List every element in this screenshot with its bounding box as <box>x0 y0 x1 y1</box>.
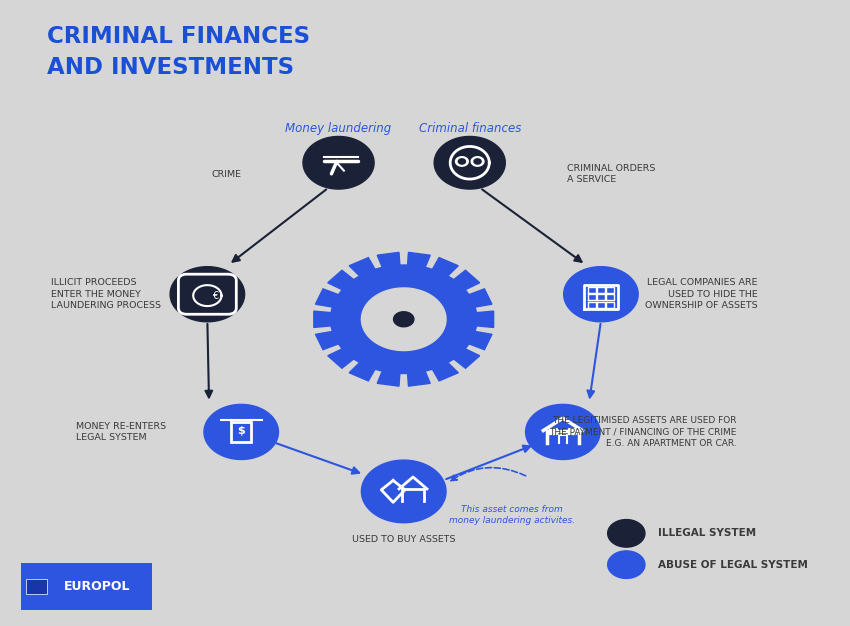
Polygon shape <box>170 267 245 322</box>
FancyBboxPatch shape <box>26 580 47 595</box>
Polygon shape <box>377 370 400 386</box>
Text: ABUSE OF LEGAL SYSTEM: ABUSE OF LEGAL SYSTEM <box>659 560 808 570</box>
Text: €: € <box>212 290 218 300</box>
Polygon shape <box>468 289 492 307</box>
Polygon shape <box>434 136 505 189</box>
Polygon shape <box>407 370 430 386</box>
Text: AND INVESTMENTS: AND INVESTMENTS <box>47 56 294 80</box>
Polygon shape <box>332 266 476 372</box>
Polygon shape <box>361 460 446 523</box>
Polygon shape <box>377 252 400 269</box>
Text: ILLICIT PROCEEDS
ENTER THE MONEY
LAUNDERING PROCESS: ILLICIT PROCEEDS ENTER THE MONEY LAUNDER… <box>51 279 161 310</box>
Polygon shape <box>468 331 492 350</box>
Text: CRIME: CRIME <box>211 170 241 178</box>
Polygon shape <box>456 156 468 166</box>
Polygon shape <box>453 270 479 290</box>
Polygon shape <box>328 270 354 290</box>
Polygon shape <box>458 159 466 164</box>
Polygon shape <box>314 311 332 327</box>
Text: ILLEGAL SYSTEM: ILLEGAL SYSTEM <box>659 528 756 538</box>
Polygon shape <box>195 286 220 305</box>
FancyBboxPatch shape <box>21 563 152 610</box>
Text: USED TO BUY ASSETS: USED TO BUY ASSETS <box>352 535 456 544</box>
Polygon shape <box>608 551 645 578</box>
Polygon shape <box>608 520 645 547</box>
Polygon shape <box>204 404 279 459</box>
Text: CRIMINAL FINANCES: CRIMINAL FINANCES <box>47 25 309 48</box>
Text: Money laundering: Money laundering <box>286 122 392 135</box>
Polygon shape <box>303 136 374 189</box>
Polygon shape <box>475 311 494 327</box>
Text: $: $ <box>237 426 245 436</box>
Text: CRIMINAL ORDERS
A SERVICE: CRIMINAL ORDERS A SERVICE <box>567 164 655 184</box>
Polygon shape <box>432 362 458 381</box>
Polygon shape <box>471 156 484 166</box>
Polygon shape <box>361 288 446 351</box>
Text: EUROPOL: EUROPOL <box>64 580 131 593</box>
Polygon shape <box>453 348 479 368</box>
Text: THE LEGITIMISED ASSETS ARE USED FOR
THE PAYMENT / FINANCING OF THE CRIME
E.G. AN: THE LEGITIMISED ASSETS ARE USED FOR THE … <box>549 416 736 448</box>
Text: LEGAL COMPANIES ARE
USED TO HIDE THE
OWNERSHIP OF ASSETS: LEGAL COMPANIES ARE USED TO HIDE THE OWN… <box>645 279 757 310</box>
Polygon shape <box>315 289 340 307</box>
Polygon shape <box>328 348 354 368</box>
Text: Criminal finances: Criminal finances <box>418 122 521 135</box>
Polygon shape <box>564 267 638 322</box>
Polygon shape <box>474 159 481 164</box>
Polygon shape <box>407 252 430 269</box>
Text: This asset comes from
money laundering activites.: This asset comes from money laundering a… <box>449 505 575 525</box>
Polygon shape <box>394 312 414 327</box>
Polygon shape <box>525 404 600 459</box>
Polygon shape <box>349 258 376 277</box>
Text: MONEY RE-ENTERS
LEGAL SYSTEM: MONEY RE-ENTERS LEGAL SYSTEM <box>76 422 167 442</box>
Polygon shape <box>349 362 376 381</box>
Polygon shape <box>432 258 458 277</box>
Polygon shape <box>315 331 340 350</box>
